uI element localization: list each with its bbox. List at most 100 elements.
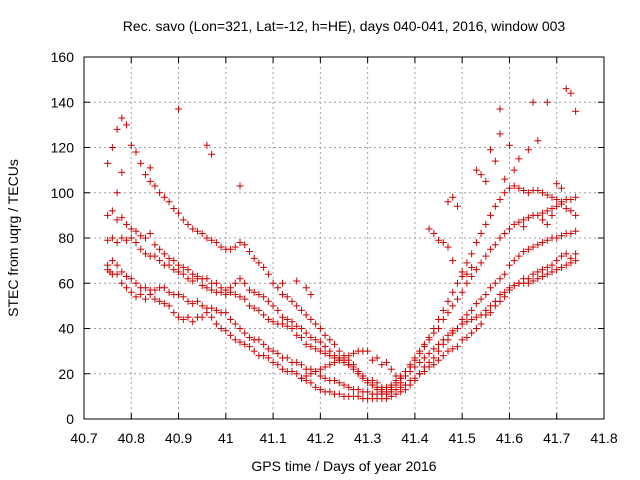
- data-point: [572, 193, 580, 201]
- data-point: [236, 338, 244, 346]
- data-point: [293, 277, 301, 285]
- data-point: [170, 309, 178, 317]
- data-point: [553, 266, 561, 274]
- x-tick-label: 41.1: [259, 430, 286, 446]
- data-point: [264, 270, 272, 278]
- data-point: [260, 340, 268, 348]
- data-point: [203, 275, 211, 283]
- data-point: [250, 288, 258, 296]
- data-point: [236, 239, 244, 247]
- data-point: [534, 137, 542, 145]
- data-point: [387, 365, 395, 373]
- data-point: [553, 234, 561, 242]
- data-point: [175, 291, 183, 299]
- data-point: [572, 211, 580, 219]
- data-point: [331, 358, 339, 366]
- data-point: [189, 225, 197, 233]
- data-point: [316, 386, 324, 394]
- data-point: [165, 198, 173, 206]
- data-point: [567, 229, 575, 237]
- data-point: [458, 272, 466, 280]
- data-point: [543, 191, 551, 199]
- data-point: [293, 331, 301, 339]
- data-point: [231, 336, 239, 344]
- data-point: [184, 313, 192, 321]
- data-point: [231, 320, 239, 328]
- data-point: [505, 261, 513, 269]
- data-point: [165, 254, 173, 262]
- x-tick-label: 41: [218, 430, 234, 446]
- data-point: [198, 282, 206, 290]
- data-point: [401, 381, 409, 389]
- data-point: [562, 85, 570, 93]
- data-point: [293, 370, 301, 378]
- data-point: [288, 318, 296, 326]
- data-point: [137, 159, 145, 167]
- data-point: [453, 202, 461, 210]
- data-point: [491, 202, 499, 210]
- data-point: [444, 297, 452, 305]
- data-point: [269, 279, 277, 287]
- data-point: [307, 370, 315, 378]
- data-point: [151, 252, 159, 260]
- data-point: [449, 193, 457, 201]
- data-point: [170, 205, 178, 213]
- x-tick-label: 40.8: [118, 430, 145, 446]
- data-point: [406, 377, 414, 385]
- data-point: [383, 390, 391, 398]
- data-point: [439, 239, 447, 247]
- data-point: [137, 232, 145, 240]
- data-point: [293, 302, 301, 310]
- data-point: [156, 257, 164, 265]
- data-point: [557, 200, 565, 208]
- data-point: [477, 320, 485, 328]
- data-point: [463, 334, 471, 342]
- data-point: [231, 279, 239, 287]
- data-point: [165, 288, 173, 296]
- data-point: [553, 202, 561, 210]
- data-point: [491, 302, 499, 310]
- data-point: [439, 336, 447, 344]
- data-point: [567, 196, 575, 204]
- x-tick-label: 41.7: [543, 430, 570, 446]
- data-point: [108, 207, 116, 215]
- data-point: [113, 239, 121, 247]
- data-point: [539, 239, 547, 247]
- data-point: [572, 107, 580, 115]
- data-point: [236, 293, 244, 301]
- data-point: [487, 211, 495, 219]
- y-tick-label: 80: [58, 230, 74, 246]
- data-point: [151, 295, 159, 303]
- data-point: [463, 311, 471, 319]
- data-point: [510, 282, 518, 290]
- data-point: [491, 157, 499, 165]
- data-point: [539, 272, 547, 280]
- data-point: [175, 209, 183, 217]
- data-point: [236, 182, 244, 190]
- data-point: [283, 354, 291, 362]
- data-point: [137, 245, 145, 253]
- data-point: [515, 184, 523, 192]
- data-point: [520, 216, 528, 224]
- x-tick-label: 40.7: [70, 430, 97, 446]
- data-point: [539, 209, 547, 217]
- data-point: [378, 388, 386, 396]
- data-point: [482, 177, 490, 185]
- data-point: [449, 257, 457, 265]
- data-point: [141, 295, 149, 303]
- data-point: [113, 270, 121, 278]
- data-point: [321, 349, 329, 357]
- data-point: [435, 356, 443, 364]
- data-point: [274, 349, 282, 357]
- data-point: [217, 243, 225, 251]
- data-point: [307, 343, 315, 351]
- data-point: [501, 229, 509, 237]
- data-point: [179, 315, 187, 323]
- data-point: [406, 361, 414, 369]
- data-point: [496, 234, 504, 242]
- data-point: [430, 325, 438, 332]
- data-point: [335, 390, 343, 398]
- data-point: [227, 315, 235, 323]
- data-point: [297, 361, 305, 369]
- data-point: [127, 288, 135, 296]
